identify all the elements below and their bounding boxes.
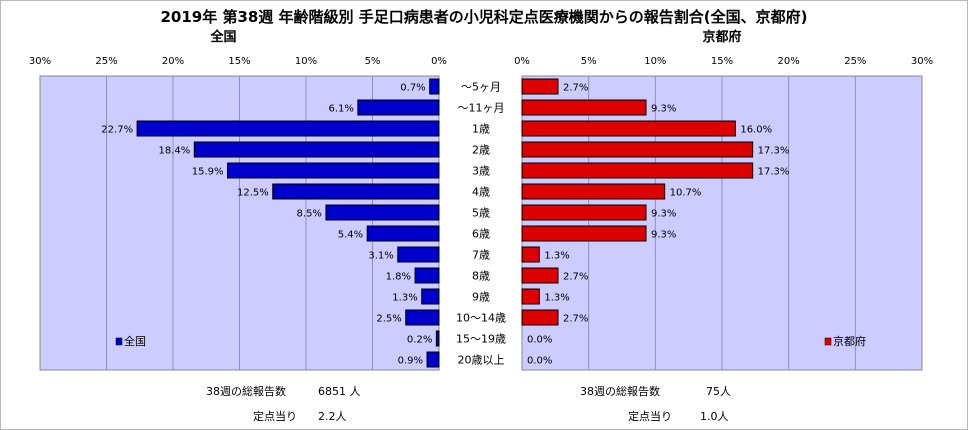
category-label: ～5ヶ月 — [461, 81, 501, 94]
national-data-label: 12.5% — [237, 188, 269, 199]
kyoto-data-label: 9.3% — [651, 104, 676, 115]
category-label: 5歳 — [472, 207, 490, 220]
kyoto-tick-label: 15% — [711, 56, 733, 67]
national-data-label: 0.9% — [398, 356, 423, 367]
national-tick-label: 25% — [95, 56, 117, 67]
kyoto-bar — [521, 288, 540, 305]
category-label: 7歳 — [472, 249, 490, 262]
kyoto-bar — [521, 99, 647, 116]
national-data-label: 18.4% — [158, 146, 190, 157]
category-label: 3歳 — [472, 165, 490, 178]
kyoto-bar — [521, 183, 666, 200]
kyoto-data-label: 9.3% — [651, 209, 676, 220]
national-bar — [397, 246, 440, 263]
national-tick-label: 20% — [162, 56, 184, 67]
national-total-label: 38週の総報告数 — [206, 384, 286, 398]
kyoto-bar — [521, 267, 559, 284]
national-data-label: 2.5% — [376, 314, 401, 325]
kyoto-per-site-label: 定点当り — [628, 409, 672, 423]
kyoto-per-site-value: 1.0人 — [700, 410, 729, 423]
national-per-site-value: 2.2人 — [318, 410, 347, 423]
kyoto-tick-label: 5% — [581, 56, 597, 67]
national-bar — [366, 225, 440, 242]
category-label: 20歳以上 — [458, 354, 505, 367]
national-bar — [405, 309, 440, 326]
kyoto-tick-label: 30% — [911, 56, 933, 67]
chart-title: 2019年 第38週 年齢階級別 手足口病患者の小児科定点医療機関からの報告割合… — [160, 8, 807, 26]
kyoto-data-label: 10.7% — [670, 188, 702, 199]
national-per-site-label: 定点当り — [253, 409, 297, 423]
kyoto-data-label: 17.3% — [758, 167, 790, 178]
national-data-label: 0.2% — [407, 335, 432, 346]
kyoto-tick-label: 0% — [514, 56, 530, 67]
national-data-label: 22.7% — [101, 125, 133, 136]
national-legend-swatch — [115, 337, 123, 346]
national-legend-label: 全国 — [124, 334, 146, 348]
national-data-label: 1.3% — [392, 293, 417, 304]
kyoto-data-label: 1.3% — [544, 251, 569, 262]
kyoto-panel-title: 京都府 — [702, 29, 741, 45]
kyoto-bar — [521, 162, 754, 179]
category-label: ～11ヶ月 — [458, 102, 505, 115]
kyoto-data-label: 16.0% — [740, 125, 772, 136]
kyoto-legend-swatch — [824, 337, 832, 346]
kyoto-total-label: 38週の総報告数 — [580, 384, 660, 398]
kyoto-data-label: 2.7% — [563, 83, 588, 94]
kyoto-data-label: 0.0% — [527, 356, 552, 367]
category-label: 9歳 — [472, 291, 490, 304]
category-label: 8歳 — [472, 270, 490, 283]
kyoto-tick-label: 20% — [778, 56, 800, 67]
category-label: 10～14歳 — [456, 312, 506, 325]
kyoto-bar — [521, 246, 540, 263]
category-label: 2歳 — [472, 144, 490, 157]
category-label: 6歳 — [472, 228, 490, 241]
kyoto-data-label: 1.3% — [544, 293, 569, 304]
national-data-label: 5.4% — [338, 230, 363, 241]
national-bar — [426, 351, 440, 368]
national-tick-label: 30% — [29, 56, 51, 67]
kyoto-legend-label: 京都府 — [833, 334, 866, 348]
national-data-label: 0.7% — [400, 83, 425, 94]
national-bar — [429, 78, 440, 95]
kyoto-data-label: 17.3% — [758, 146, 790, 157]
national-tick-label: 10% — [295, 56, 317, 67]
national-bar — [136, 120, 440, 137]
national-tick-label: 5% — [365, 56, 381, 67]
category-label: 4歳 — [472, 186, 490, 199]
national-data-label: 1.8% — [386, 272, 411, 283]
national-data-label: 3.1% — [368, 251, 393, 262]
category-label: 15～19歳 — [456, 333, 506, 346]
national-total-value: 6851 人 — [318, 385, 361, 398]
kyoto-bar — [521, 141, 754, 158]
kyoto-bar — [521, 120, 736, 137]
national-bar — [272, 183, 440, 200]
national-bar — [227, 162, 440, 179]
national-bar — [357, 99, 440, 116]
national-bar — [193, 141, 440, 158]
national-bar — [421, 288, 440, 305]
national-panel-title: 全国 — [209, 29, 236, 45]
kyoto-tick-label: 25% — [844, 56, 866, 67]
national-bar — [414, 267, 440, 284]
kyoto-bar — [521, 204, 647, 221]
kyoto-total-value: 75人 — [706, 385, 731, 398]
kyoto-bar — [521, 309, 559, 326]
kyoto-data-label: 9.3% — [651, 230, 676, 241]
national-tick-label: 15% — [228, 56, 250, 67]
kyoto-data-label: 0.0% — [527, 335, 552, 346]
kyoto-bar — [521, 78, 559, 95]
kyoto-data-label: 2.7% — [563, 272, 588, 283]
national-bar — [325, 204, 440, 221]
national-data-label: 6.1% — [328, 104, 353, 115]
category-label: 1歳 — [472, 123, 490, 136]
national-data-label: 15.9% — [192, 167, 224, 178]
national-data-label: 8.5% — [297, 209, 322, 220]
kyoto-data-label: 2.7% — [563, 314, 588, 325]
national-bar — [435, 330, 440, 347]
kyoto-tick-label: 10% — [644, 56, 666, 67]
national-tick-label: 0% — [431, 56, 447, 67]
kyoto-bar — [521, 225, 647, 242]
